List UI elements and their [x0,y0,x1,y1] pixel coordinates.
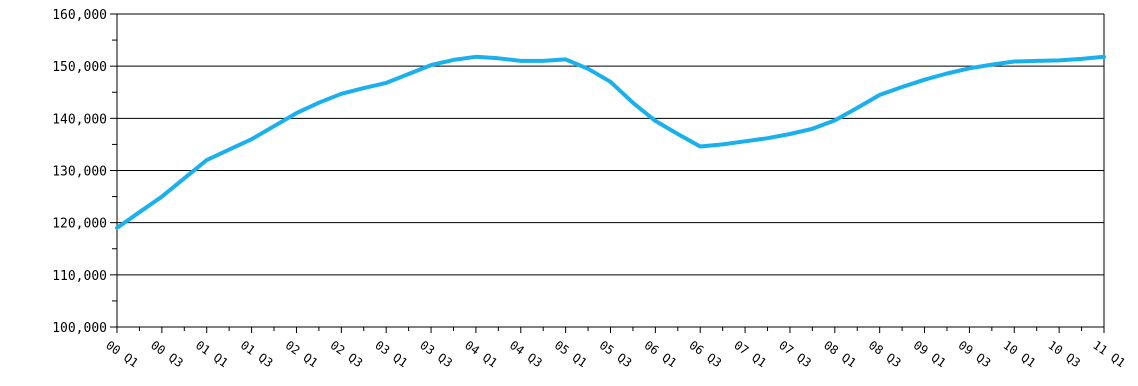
x-tick-label: 07 Q1 [731,338,769,370]
x-tick-label: 08 Q3 [866,338,904,370]
x-tick-label: 03 Q3 [417,338,455,370]
y-tick-label: 160,000 [52,8,107,23]
gridlines [117,13,1105,327]
x-tick-label: 10 Q1 [1001,338,1039,370]
y-tick-label: 100,000 [52,321,107,336]
y-tick-label: 140,000 [52,112,107,127]
x-tick-label: 04 Q3 [507,338,545,370]
series-line [115,54,1106,230]
x-tick-label: 02 Q1 [283,338,321,370]
y-tick-label: 110,000 [52,269,107,284]
x-tick-label: 11 Q1 [1090,338,1128,370]
x-tick-label: 02 Q3 [328,338,366,370]
plot-area [115,54,1106,230]
x-tick-label: 06 Q1 [642,338,680,370]
x-tick-label: 08 Q1 [821,338,859,370]
x-tick-label: 05 Q1 [552,338,590,370]
x-tick-label: 10 Q3 [1045,338,1083,370]
x-axis: 00 Q1 00 Q3 01 Q1 01 Q3 02 Q1 02 Q3 03 Q1 03 Q3… [103,326,1128,370]
y-tick-label: 120,000 [52,217,107,232]
x-tick-label: 00 Q3 [148,338,186,370]
x-tick-label: 03 Q1 [372,338,410,370]
y-axis: 100,000 110,000 120,000 130,000 140,000 150,0… [52,8,118,336]
x-tick-label: 01 Q1 [193,338,231,370]
x-tick-label: 00 Q1 [103,338,141,370]
y-tick-label: 150,000 [52,60,107,75]
x-tick-label: 06 Q3 [687,338,725,370]
x-tick-label: 07 Q3 [776,338,814,370]
y-tick-label: 130,000 [52,165,107,180]
x-tick-label: 09 Q3 [956,338,994,370]
x-tick-label: 09 Q1 [911,338,949,370]
x-tick-label: 01 Q3 [238,338,276,370]
x-tick-label: 05 Q3 [597,338,635,370]
x-tick-label: 04 Q1 [462,338,500,370]
